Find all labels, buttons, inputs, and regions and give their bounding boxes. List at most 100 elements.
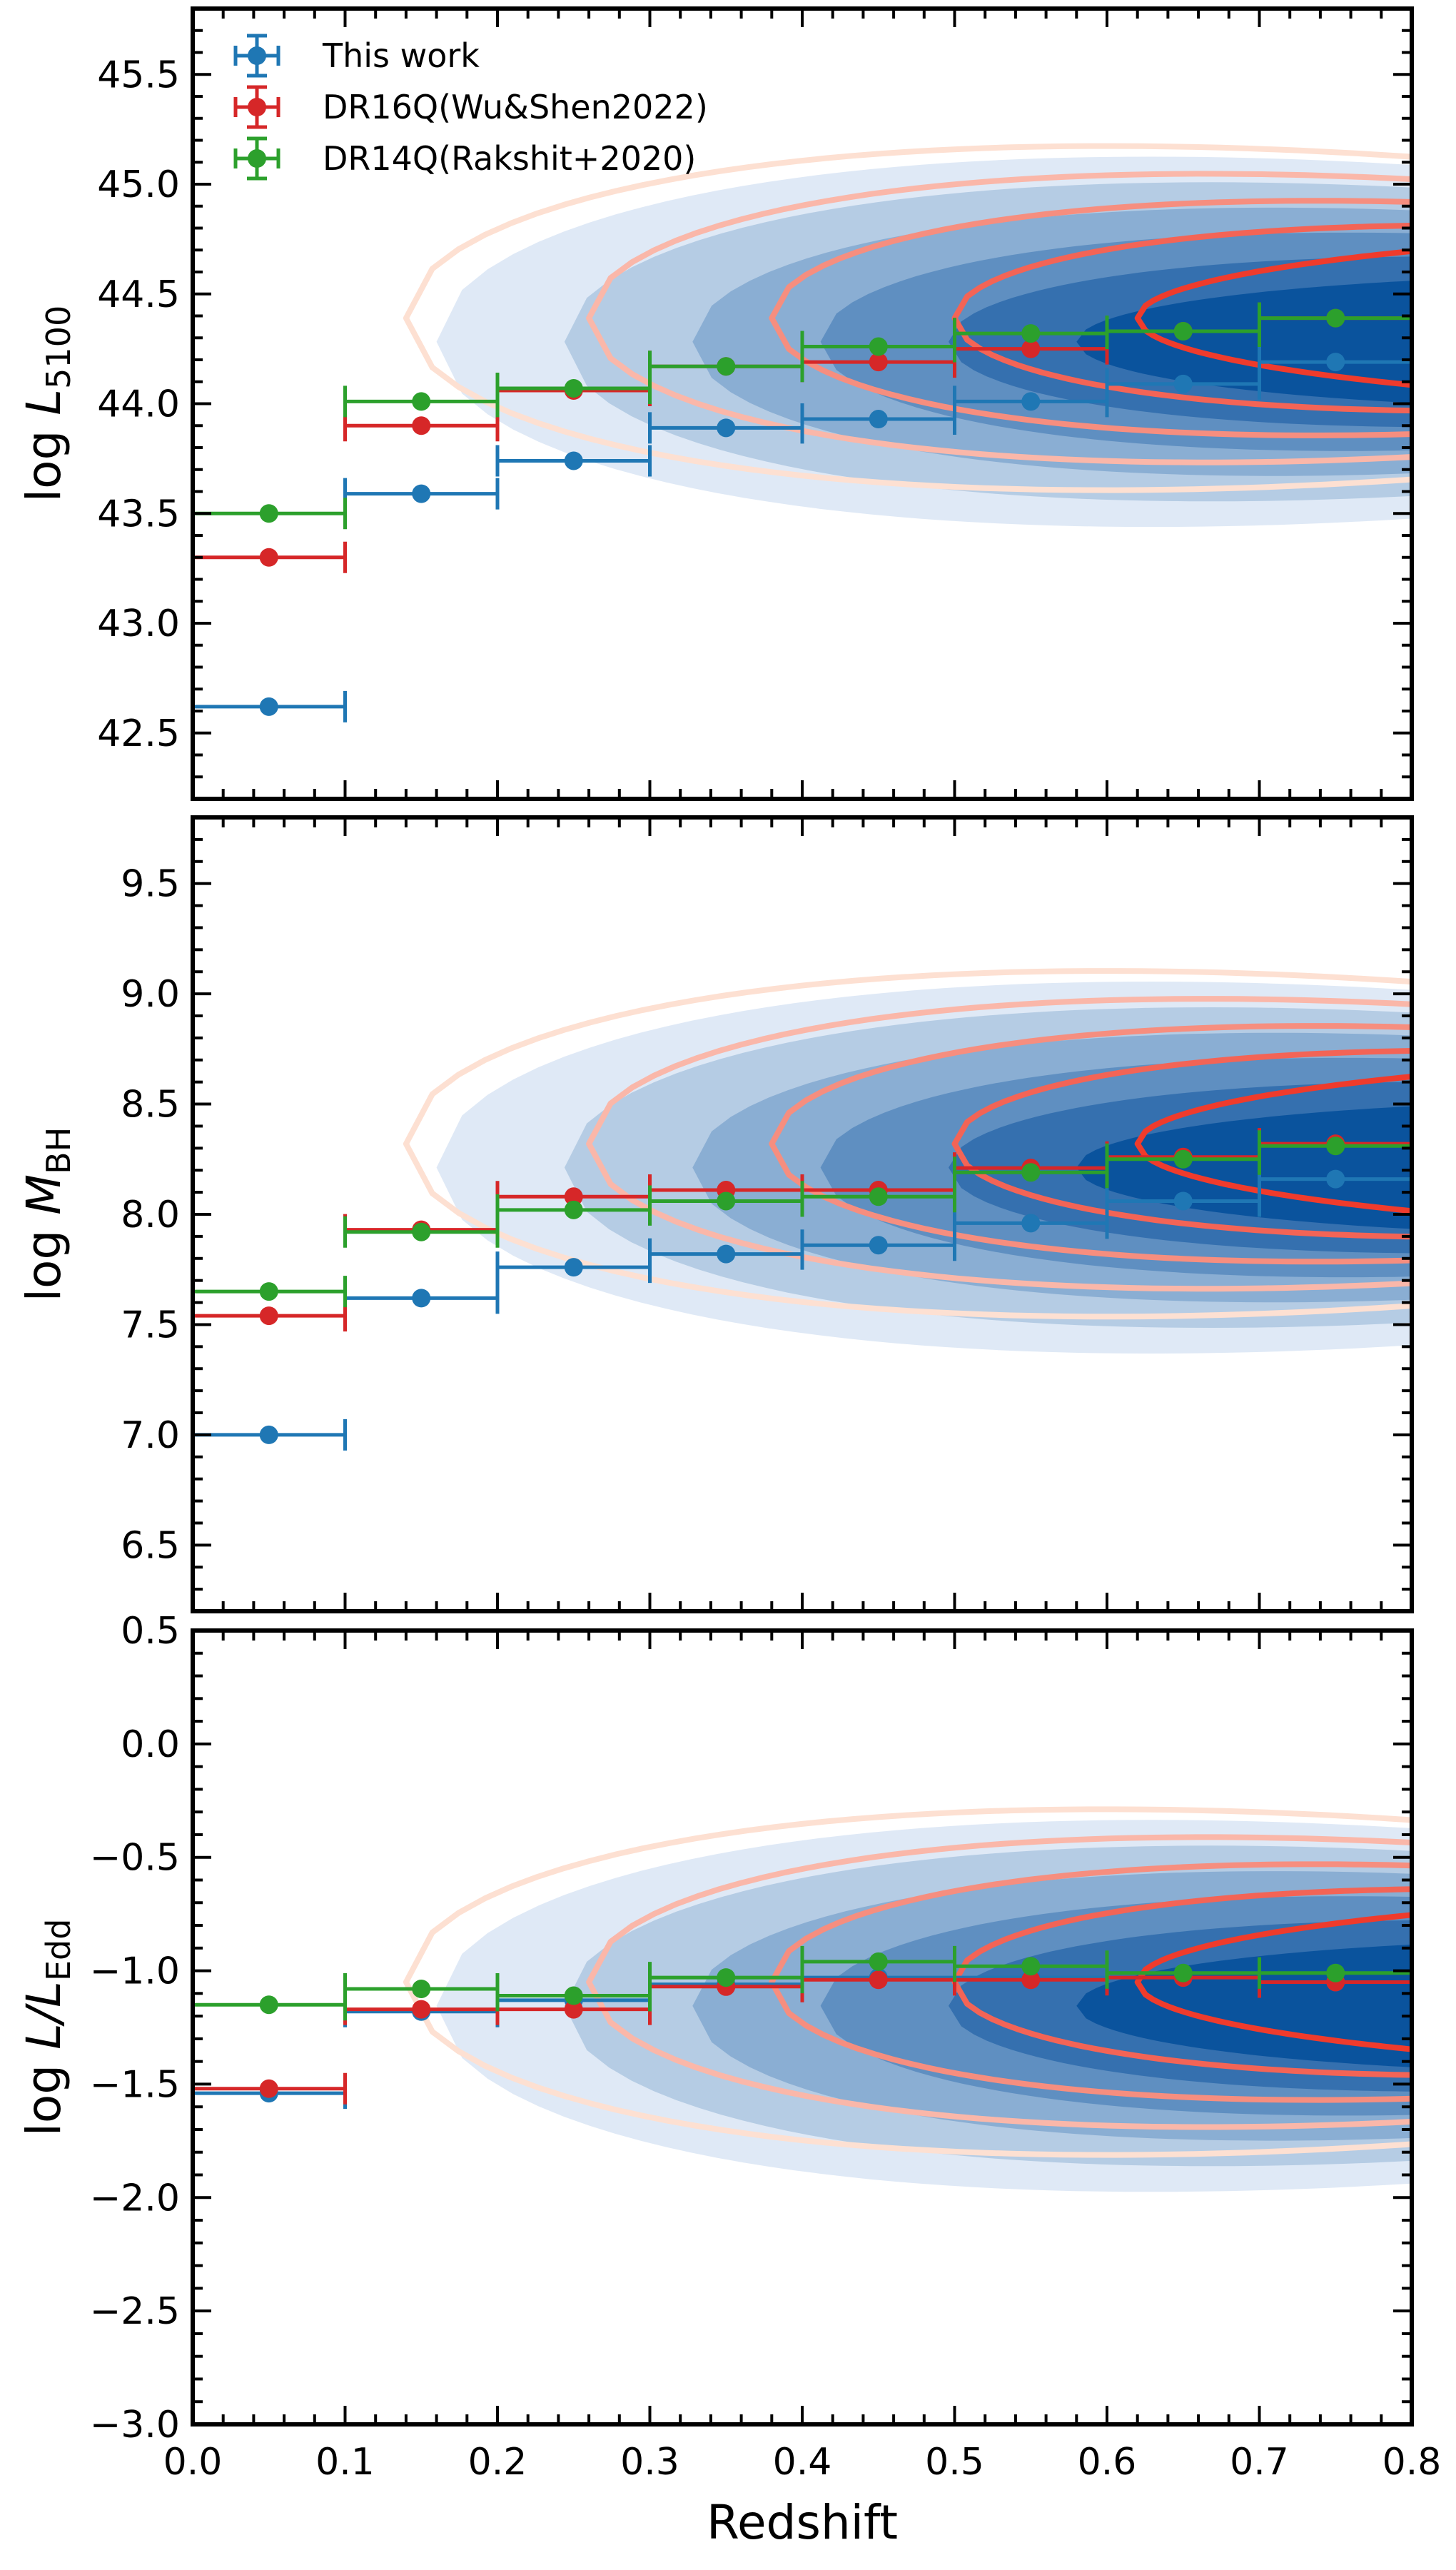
y-axis-title-L5100: log L5100 [16,306,78,502]
series-L5100-0 [191,346,1414,722]
contour-line [769,198,1412,438]
data-point [564,378,583,398]
x-tick-label: 0.2 [468,2441,527,2484]
y-axis-title-symbol: M [16,1174,71,1215]
legend-label: DR14Q(Rakshit+2020) [323,139,696,178]
data-point [717,357,736,376]
y-tick-label: −1.0 [90,1950,180,1993]
data-point [412,1222,431,1241]
legend-label: DR16Q(Wu&Shen2022) [323,88,708,126]
y-tick-label: 8.0 [121,1194,180,1236]
ticks-MBH [191,816,1413,1613]
density-level [1076,281,1412,403]
data-point [1021,1163,1041,1182]
data-point [717,418,736,438]
data-point [1173,1149,1193,1169]
data-point [259,1282,278,1301]
y-tick-label: 6.5 [121,1524,180,1567]
data-point [869,1236,888,1255]
data-point [1021,1214,1041,1233]
contour-line [1134,248,1412,388]
data-point [412,1979,431,1998]
y-tick-label: 9.5 [121,863,180,906]
data-point [1021,324,1041,343]
x-tick-label: 0.0 [163,2441,223,2484]
y-tick-label: 0.5 [121,1610,180,1653]
legend-entry: DR16Q(Wu&Shen2022) [233,85,708,129]
data-point [869,410,888,429]
data-point [1326,1137,1345,1156]
contour-line [951,1886,1412,2078]
density-background-Edd [403,1806,1412,2192]
data-point [1326,1963,1345,1982]
data-point [717,1244,736,1264]
y-tick-label: −1.5 [90,2063,180,2106]
y-axis-title-subscript: 5100 [39,306,78,389]
data-point [869,337,888,356]
data-point [412,484,431,503]
series-group-L5100 [191,302,1414,722]
data-point [1173,322,1193,341]
y-tick-label: −3.0 [90,2404,180,2446]
y-tick-label: 9.0 [121,973,180,1016]
density-background-L5100 [403,143,1412,528]
y-tick-label: 43.0 [97,603,180,645]
data-point [1021,1970,1041,1990]
legend-marker [248,46,266,65]
data-point [412,1289,431,1308]
data-point [1173,1191,1193,1211]
x-tick-label: 0.6 [1078,2441,1137,2484]
data-point [1173,374,1193,393]
data-point [869,1970,888,1990]
contour-line [403,1806,1412,2158]
series-Edd-2 [191,1945,1414,2021]
x-tick-label: 0.7 [1230,2441,1289,2484]
data-point [564,1258,583,1277]
data-point [564,1187,583,1206]
x-tick-label: 0.3 [620,2441,679,2484]
x-tick-label: 0.4 [773,2441,832,2484]
data-point [564,1986,583,2005]
series-group-Edd [191,1945,1414,2110]
x-axis-title: Redshift [707,2495,898,2550]
y-tick-label: 44.0 [97,383,180,426]
y-tick-label: −2.5 [90,2290,180,2333]
ticks-L5100 [191,7,1413,800]
data-point [564,2000,583,2019]
data-point [1326,1169,1345,1189]
contour-line [769,1861,1412,2103]
data-point [869,1187,888,1206]
y-axis-title-subscript: BH [39,1127,78,1174]
legend-entry: This work [233,34,480,78]
y-tick-label: 42.5 [97,712,180,755]
ticks-Edd [191,1629,1413,2426]
contour-line [586,996,1412,1292]
data-point [717,1191,736,1211]
series-MBH-2 [191,1130,1414,1308]
y-axis-title-symbol: L/L [16,1981,71,2050]
contour-line [769,1023,1412,1265]
density-background-MBH [403,968,1412,1354]
data-point [259,697,278,716]
contour-line [586,171,1412,465]
legend-marker [248,98,266,116]
y-tick-label: 45.0 [97,163,180,206]
contour-line [403,143,1412,493]
density-level [1076,1106,1412,1229]
x-tick-label: 0.5 [925,2441,984,2484]
y-tick-label: 7.0 [121,1414,180,1457]
legend-entry: DR14Q(Rakshit+2020) [233,136,696,181]
y-tick-label: 0.0 [121,1723,180,1766]
data-point [1021,392,1041,411]
y-axis-title-subscript: Edd [39,1919,78,1981]
y-tick-label: 7.5 [121,1304,180,1346]
data-point [717,1968,736,1987]
contour-line [586,1834,1412,2130]
contour-line [403,968,1412,1320]
y-axis-title-symbol: L [16,389,71,415]
data-point [259,1306,278,1326]
contour-line [951,1048,1412,1240]
y-tick-label: 45.5 [97,54,180,96]
y-axis-title-log: log [16,415,71,503]
